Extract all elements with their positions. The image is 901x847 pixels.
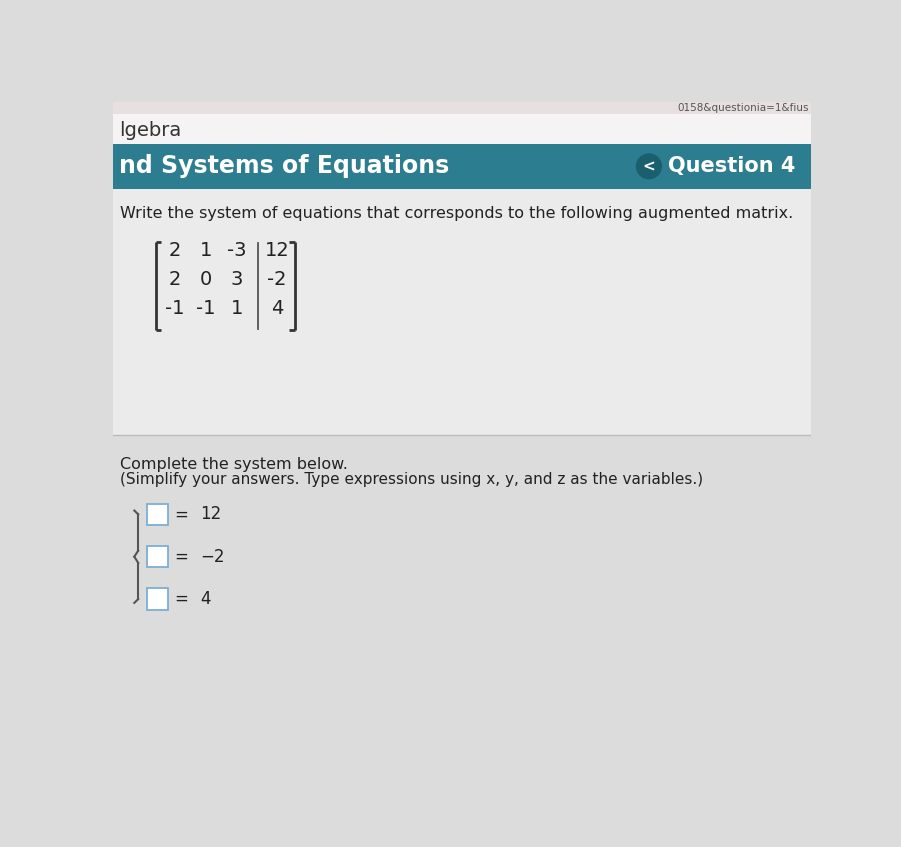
Bar bbox=[113, 189, 811, 435]
Bar bbox=[113, 102, 811, 114]
Text: 4: 4 bbox=[200, 590, 211, 608]
Text: =: = bbox=[174, 506, 187, 523]
Text: 4: 4 bbox=[270, 299, 283, 318]
Bar bbox=[113, 435, 811, 754]
Text: 12: 12 bbox=[265, 241, 289, 260]
Text: 1: 1 bbox=[231, 299, 242, 318]
Text: -2: -2 bbox=[268, 270, 287, 289]
Text: <: < bbox=[642, 159, 655, 174]
Text: 3: 3 bbox=[231, 270, 242, 289]
Text: −2: −2 bbox=[200, 548, 224, 566]
Circle shape bbox=[636, 154, 661, 179]
Text: 0: 0 bbox=[199, 270, 212, 289]
Text: 2: 2 bbox=[168, 241, 181, 260]
Bar bbox=[113, 144, 811, 189]
Text: -1: -1 bbox=[196, 299, 215, 318]
Text: 2: 2 bbox=[168, 270, 181, 289]
FancyBboxPatch shape bbox=[147, 589, 168, 610]
Text: Write the system of equations that corresponds to the following augmented matrix: Write the system of equations that corre… bbox=[121, 206, 794, 221]
Text: Complete the system below.: Complete the system below. bbox=[121, 457, 349, 472]
Text: nd Systems of Equations: nd Systems of Equations bbox=[119, 154, 449, 179]
Text: =: = bbox=[174, 548, 187, 566]
Text: -1: -1 bbox=[165, 299, 185, 318]
FancyBboxPatch shape bbox=[147, 546, 168, 567]
FancyBboxPatch shape bbox=[147, 504, 168, 525]
Text: Question 4: Question 4 bbox=[668, 157, 795, 176]
Text: -3: -3 bbox=[227, 241, 246, 260]
Text: (Simplify your answers. Type expressions using x, y, and z as the variables.): (Simplify your answers. Type expressions… bbox=[121, 473, 704, 487]
Text: lgebra: lgebra bbox=[119, 121, 181, 140]
Text: 1: 1 bbox=[199, 241, 212, 260]
Text: 12: 12 bbox=[200, 506, 222, 523]
Text: 0158&questionia=1&fius: 0158&questionia=1&fius bbox=[678, 102, 809, 113]
Bar bbox=[113, 114, 811, 144]
Text: =: = bbox=[174, 590, 187, 608]
